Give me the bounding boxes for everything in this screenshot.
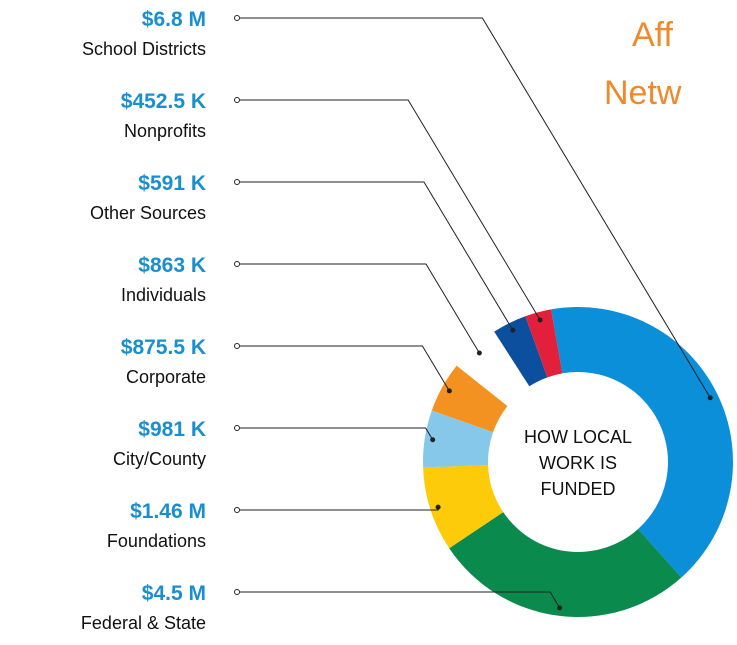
callout-end — [557, 605, 563, 611]
category-label: Federal & State — [81, 613, 206, 633]
callout-end — [430, 437, 436, 443]
value-label: $6.8 M — [142, 8, 206, 31]
callout-dot — [234, 261, 240, 267]
center-label: FUNDED — [541, 479, 616, 499]
value-label: $875.5 K — [121, 336, 206, 359]
value-label: $1.46 M — [130, 500, 206, 523]
callout-line — [240, 345, 450, 392]
category-label: Corporate — [126, 367, 206, 387]
callout-dot — [234, 589, 240, 595]
value-label: $4.5 M — [142, 582, 206, 605]
callout-line — [240, 507, 439, 511]
callout-line — [240, 99, 541, 321]
donut-segment — [525, 309, 563, 378]
value-label: $452.5 K — [121, 90, 206, 113]
donut-segment — [423, 410, 494, 468]
callout-line — [240, 263, 480, 354]
category-label: School Districts — [82, 39, 206, 59]
callout-end — [707, 395, 713, 401]
center-label: WORK IS — [539, 453, 617, 473]
callout-line — [240, 181, 514, 331]
callout-end — [537, 317, 543, 323]
donut-segment — [431, 365, 508, 433]
callout-end — [435, 504, 441, 510]
category-label: Foundations — [107, 531, 206, 551]
callout-dot — [234, 179, 240, 185]
donut-segment — [449, 512, 682, 617]
category-label: City/County — [113, 449, 206, 469]
title-line: Netw — [604, 74, 682, 112]
callout-end — [476, 350, 482, 356]
callout-line — [240, 17, 711, 398]
callout-end — [510, 327, 516, 333]
callout-dot — [234, 343, 240, 349]
value-label: $981 K — [138, 418, 206, 441]
value-label: $863 K — [138, 254, 206, 277]
category-label: Nonprofits — [124, 121, 206, 141]
donut-segment — [551, 307, 734, 578]
callout-line — [240, 591, 561, 609]
title-line: Aff — [632, 16, 674, 54]
callout-end — [446, 388, 452, 394]
callout-dot — [234, 507, 240, 513]
callout-dot — [234, 425, 240, 431]
callout-dot — [234, 97, 240, 103]
category-label: Other Sources — [90, 203, 206, 223]
callout-line — [240, 427, 434, 441]
value-label: $591 K — [138, 172, 206, 195]
donut-segment — [494, 316, 548, 387]
center-label: HOW LOCAL — [524, 427, 632, 447]
donut-segment — [423, 465, 504, 549]
callout-dot — [234, 15, 240, 21]
category-label: Individuals — [121, 285, 206, 305]
donut-segment — [456, 331, 530, 407]
